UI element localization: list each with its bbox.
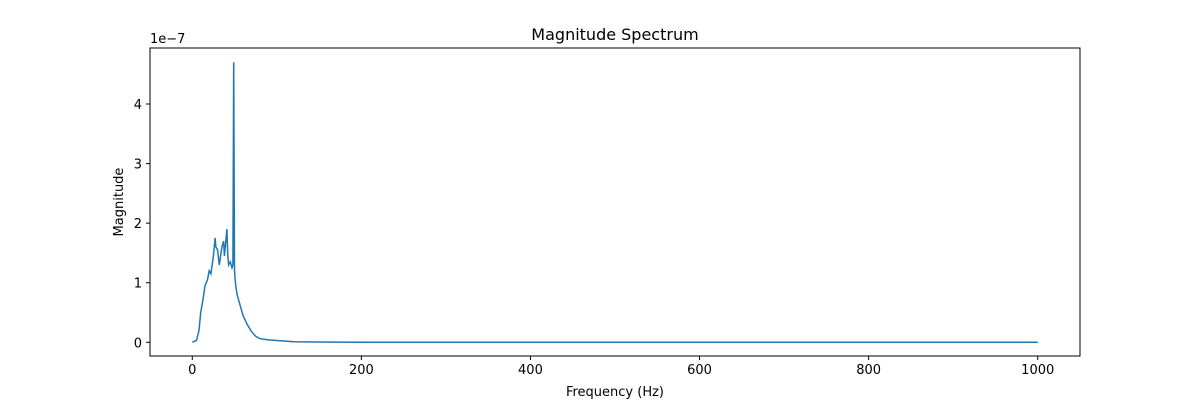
y-tick-label: 1 (134, 277, 142, 292)
x-tick-label: 600 (687, 363, 712, 378)
y-axis-label: Magnitude (112, 168, 127, 237)
x-tick-label: 0 (188, 363, 196, 378)
x-tick-label: 200 (349, 363, 374, 378)
plot-area (149, 47, 1081, 357)
x-tick-label: 800 (856, 363, 881, 378)
x-tick-label: 400 (518, 363, 543, 378)
y-tick-label: 2 (134, 217, 142, 232)
axes-frame (149, 47, 1081, 357)
y-tick-label: 4 (134, 98, 142, 113)
y-tick-label: 3 (134, 158, 142, 173)
y-tick-label: 0 (134, 336, 142, 351)
y-axis-multiplier: 1e−7 (150, 32, 185, 47)
chart-title: Magnitude Spectrum (531, 25, 698, 44)
spectrum-line (192, 62, 1038, 344)
x-tick-label: 1000 (1021, 363, 1054, 378)
x-axis-ticks: 0 200 400 600 800 1000 (188, 356, 1054, 378)
y-axis-ticks: 0 1 2 3 4 (134, 98, 150, 351)
x-axis-label: Frequency (Hz) (566, 385, 664, 400)
